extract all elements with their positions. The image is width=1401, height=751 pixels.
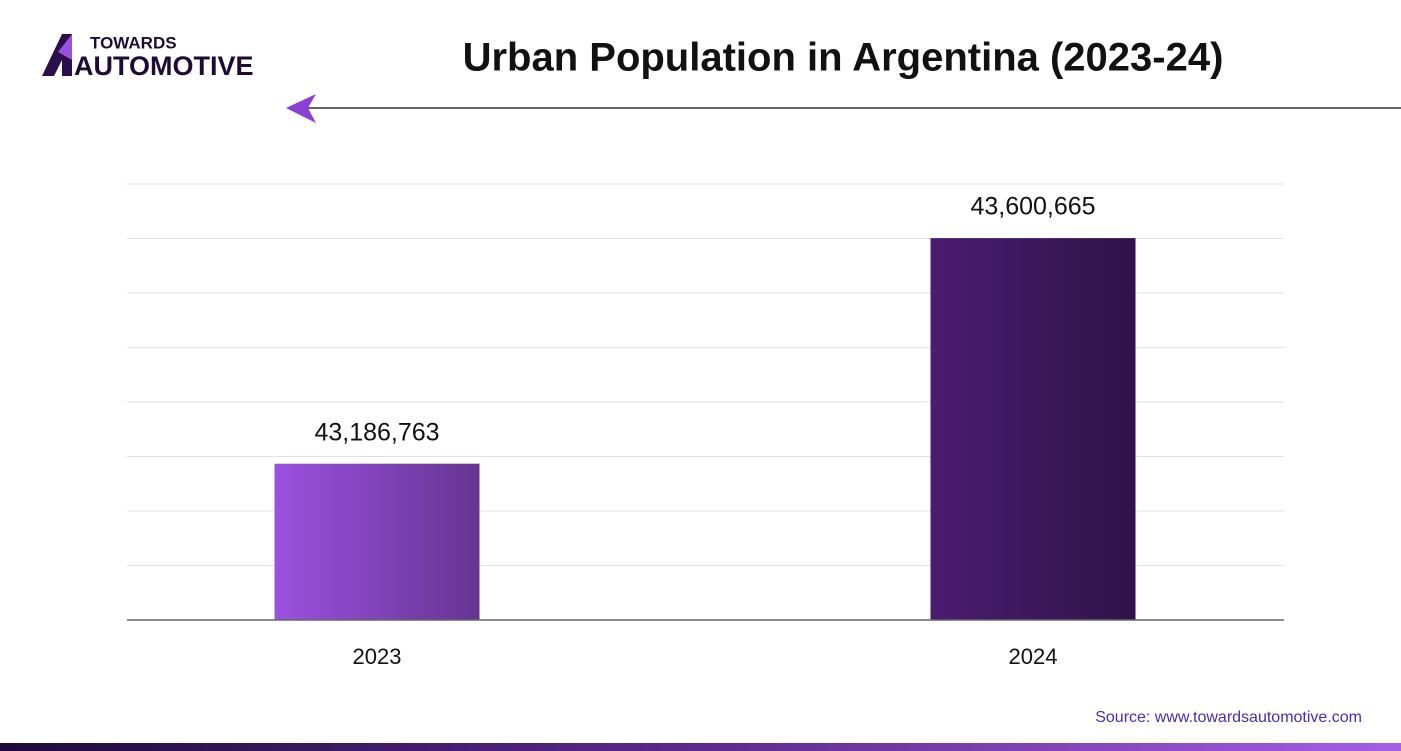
- bar-shade: [274, 463, 480, 620]
- source: Source: www.towardsautomotive.com: [1095, 709, 1362, 726]
- value-label: 43,600,665: [970, 193, 1095, 221]
- bottom-strip: [0, 743, 1401, 751]
- brand-top: TOWARDS: [90, 33, 177, 52]
- logo: TOWARDS AUTOMOTIVE: [42, 33, 254, 81]
- x-tick-label: 2023: [353, 644, 402, 669]
- x-tick-label: 2024: [1009, 644, 1058, 669]
- logo-accent: [58, 34, 72, 60]
- chart-title: Urban Population in Argentina (2023-24): [463, 36, 1224, 80]
- value-label: 43,186,763: [314, 418, 439, 446]
- brand-bottom: AUTOMOTIVE: [74, 51, 254, 81]
- bar-shade: [930, 238, 1136, 620]
- arrow-head: [286, 94, 316, 123]
